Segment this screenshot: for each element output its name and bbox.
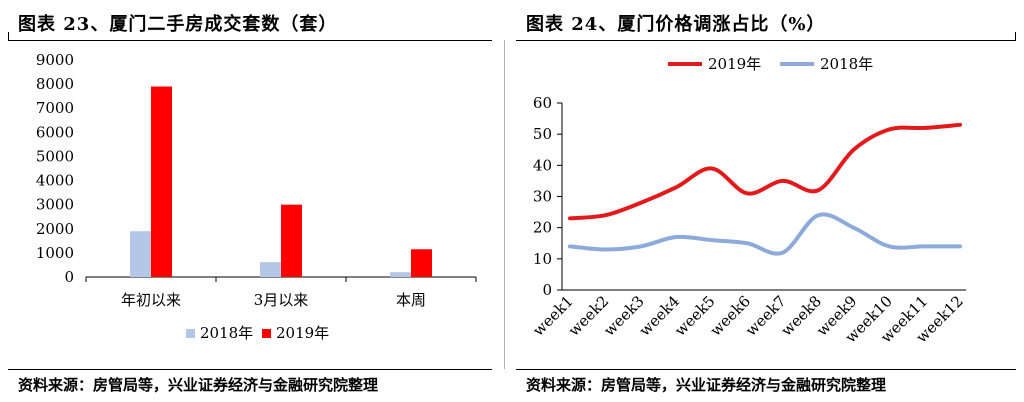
y-tick-label: 60 — [533, 94, 552, 112]
left-title-rule — [8, 40, 492, 41]
left-chart-title: 图表 23、厦门二手房成交套数（套） — [18, 14, 338, 35]
left-chart-panel: 图表 23、厦门二手房成交套数（套） 0 1000 2000 3000 4000 5000… — [0, 0, 500, 402]
legend-swatch — [186, 329, 195, 338]
bar — [151, 86, 172, 278]
x-tick-label: 3月以来 — [254, 291, 309, 309]
right-chart-panel: 图表 24、厦门价格调涨占比（%） 0 10 20 30 40 50 60 week1 week… — [508, 0, 1024, 402]
bar-chart: 0 1000 2000 3000 4000 5000 6000 7000 8000 9000 年初以… — [36, 51, 477, 342]
bar — [130, 231, 151, 277]
line-chart: 0102030405060week1week2week3week4week5we… — [529, 55, 967, 346]
panel-divider — [504, 40, 505, 369]
legend-label: 2018年 — [200, 324, 253, 342]
y-tick-label: 50 — [533, 125, 552, 143]
y-tick-label: 20 — [533, 219, 552, 237]
y-tick-label: 40 — [533, 156, 552, 174]
y-tick-label: 4000 — [36, 172, 74, 190]
y-tick-label: 5000 — [36, 147, 74, 165]
legend-label: 2019年 — [276, 324, 329, 342]
right-chart-title: 图表 24、厦门价格调涨占比（%） — [526, 14, 826, 35]
y-tick-label: 0 — [64, 268, 74, 286]
y-tick-label: 6000 — [36, 123, 74, 141]
series-line-2019年 — [568, 122, 962, 221]
y-tick-label: 8000 — [36, 75, 74, 93]
bar — [260, 262, 281, 277]
left-source-rule — [8, 369, 492, 370]
legend-label: 2018年 — [820, 55, 873, 73]
right-source-text: 资料来源：房管局等，兴业证券经济与金融研究院整理 — [526, 376, 887, 394]
y-tick-label: 9000 — [36, 51, 74, 69]
series-line-2018年 — [568, 212, 962, 256]
left-title-tick — [8, 32, 9, 40]
right-title-rule — [516, 40, 1016, 41]
y-tick-label: 2000 — [36, 220, 74, 238]
left-source-text: 资料来源：房管局等，兴业证券经济与金融研究院整理 — [18, 376, 379, 394]
y-tick-label: 0 — [542, 281, 552, 299]
x-tick-label: 年初以来 — [121, 291, 181, 309]
right-title-tick — [1015, 32, 1016, 40]
y-tick-label: 3000 — [36, 196, 74, 214]
bar — [390, 272, 411, 277]
legend-label: 2019年 — [708, 55, 761, 73]
y-tick-label: 30 — [533, 188, 552, 206]
x-tick-label: 本周 — [396, 291, 426, 309]
bar — [281, 204, 302, 277]
bar — [411, 249, 432, 277]
right-source-rule — [516, 369, 1016, 370]
y-tick-label: 10 — [533, 250, 552, 268]
y-tick-label: 1000 — [36, 244, 74, 262]
y-tick-label: 7000 — [36, 99, 74, 117]
legend-swatch — [262, 329, 271, 338]
